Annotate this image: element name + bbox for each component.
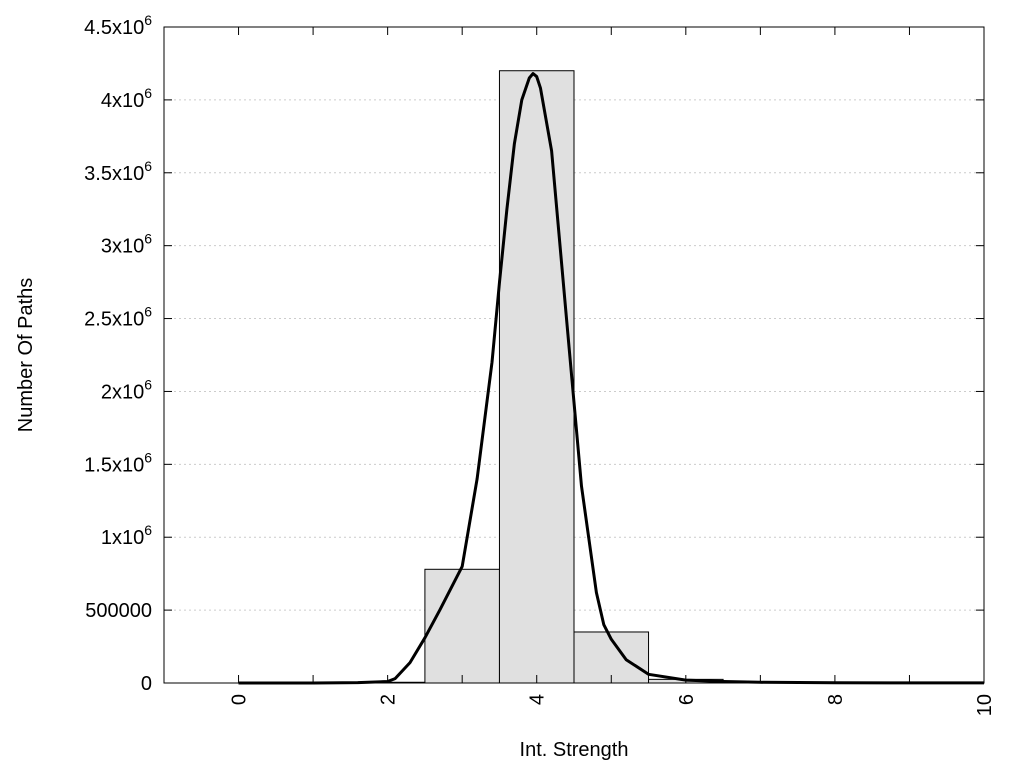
y-tick-label-exponent: 6 [144, 449, 152, 465]
y-tick-label-base: 0 [141, 673, 152, 695]
y-tick-label-exponent: 6 [144, 231, 152, 247]
y-tick-label: 4.5x106 [84, 12, 152, 39]
y-tick-label: 500000 [85, 600, 152, 622]
y-tick-label-exponent: 6 [144, 304, 152, 320]
plot-area-frame [163, 26, 985, 684]
x-tick-label: 0 [229, 694, 251, 705]
y-tick-label-base: 2.5x10 [84, 309, 144, 331]
y-tick-label: 2x106 [101, 376, 152, 403]
y-tick-label-base: 4.5x10 [84, 17, 144, 39]
y-tick-label-base: 1.5x10 [84, 454, 144, 476]
y-tick-label-base: 2x10 [101, 381, 144, 403]
histogram-bar [498, 70, 575, 684]
x-tick-label: 10 [974, 694, 996, 716]
y-tick-label: 1.5x106 [84, 449, 152, 476]
y-tick-label-exponent: 6 [144, 376, 152, 392]
y-tick-label-exponent: 6 [144, 12, 152, 28]
y-tick-label: 3.5x106 [84, 158, 152, 185]
y-tick-label-exponent: 6 [144, 522, 152, 538]
y-tick-label: 3x106 [101, 231, 152, 258]
histogram-bars [349, 70, 948, 684]
y-tick-label-base: 3x10 [101, 236, 144, 258]
histogram-bar [424, 568, 500, 684]
y-tick-label-exponent: 6 [144, 158, 152, 174]
y-tick-label: 1x106 [101, 522, 152, 549]
x-tick-label: 8 [825, 694, 847, 705]
fit-curve-layer [238, 72, 984, 685]
y-axis-title: Number Of Paths [15, 278, 37, 433]
y-tick-label-base: 1x10 [101, 527, 144, 549]
fit-curve [238, 72, 984, 685]
y-tick-label-base: 500000 [85, 600, 152, 622]
y-tick-label-base: 4x10 [101, 90, 144, 112]
x-axis-ticks: 0 2 4 6 8 10 [229, 27, 996, 716]
y-axis-ticks: 05000001x1061.5x1062x1062.5x1063x1063.5x… [84, 12, 984, 695]
y-tick-label: 4x106 [101, 85, 152, 112]
y-tick-label-base: 3.5x10 [84, 163, 144, 185]
y-tick-label: 2.5x106 [84, 304, 152, 331]
y-tick-label: 0 [141, 673, 152, 695]
x-axis-title: Int. Strength [520, 739, 629, 761]
x-tick-label: 6 [676, 694, 698, 705]
x-tick-label: 2 [378, 694, 400, 705]
x-tick-label: 4 [527, 694, 549, 705]
y-tick-label-exponent: 6 [144, 85, 152, 101]
